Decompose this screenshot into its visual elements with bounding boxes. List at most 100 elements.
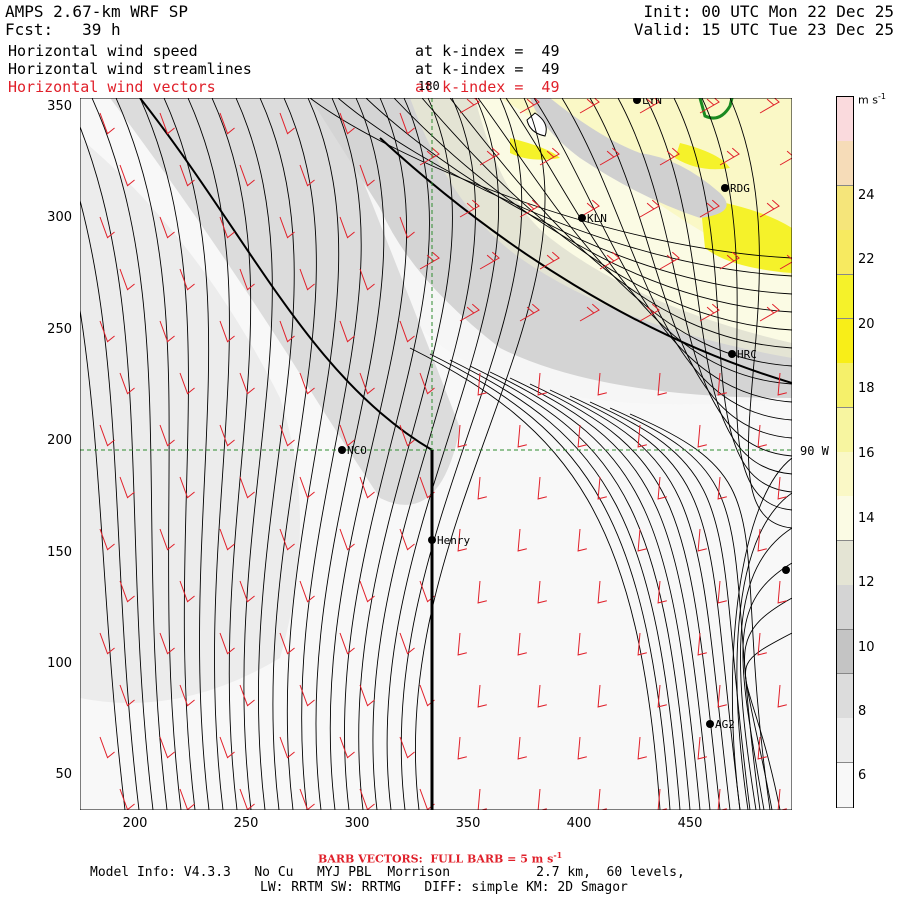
wind-barb: [119, 476, 135, 499]
wind-barb: [219, 424, 235, 447]
streamline: [163, 98, 210, 810]
wind-barb: [537, 580, 547, 604]
streamline: [469, 365, 691, 810]
wind-barb: [159, 424, 175, 447]
wind-barb: [159, 528, 175, 551]
station-label: HRC: [737, 348, 757, 361]
wind-barb: [717, 372, 727, 396]
colorbar-segment: [837, 718, 853, 764]
wind-barb: [537, 476, 547, 500]
streamline: [561, 98, 792, 421]
wind-barb: [119, 268, 135, 291]
streamline: [673, 98, 792, 493]
wind-barb: [757, 632, 767, 656]
streamline: [115, 98, 182, 810]
streamline: [489, 371, 701, 810]
colorbar-segment: [837, 407, 853, 453]
streamline: [421, 98, 792, 331]
station-marker: [721, 184, 729, 192]
wind-barb: [697, 736, 707, 760]
y-tick-350: 350: [47, 99, 72, 114]
physics-info: LW: RRTM SW: RRTMG DIFF: simple KM: 2D S…: [260, 880, 628, 895]
wind-barb: [757, 528, 767, 552]
wind-barb: [777, 476, 787, 500]
speed-shade-20b: [675, 143, 730, 170]
x-tick-200: 200: [122, 816, 148, 831]
colorbar-segment: [837, 629, 853, 675]
station-label: Henry: [437, 534, 470, 547]
wind-barb: [479, 147, 500, 166]
wind-barb: [279, 736, 295, 759]
wind-barb: [719, 251, 740, 270]
wind-barb: [339, 112, 355, 135]
streamline: [329, 98, 408, 810]
field-level-vectors: at k-index = 49: [415, 78, 560, 96]
streamline: [745, 632, 792, 810]
wind-barb: [339, 632, 355, 655]
wind-barb: [757, 736, 767, 760]
wind-barb: [637, 528, 647, 552]
wind-barb: [119, 164, 135, 187]
wind-barb: [597, 580, 607, 604]
wind-barb: [517, 424, 527, 448]
wind-barb: [777, 684, 787, 708]
wind-barb: [279, 112, 295, 135]
wind-barb: [119, 372, 135, 395]
wind-barb: [279, 216, 295, 239]
streamline: [257, 98, 295, 810]
speed-shade-8: [110, 98, 460, 505]
wind-barb: [759, 303, 780, 322]
wind-barb: [119, 580, 135, 603]
wind-barb: [399, 632, 415, 655]
speed-shade-6: [80, 138, 300, 703]
streamline: [80, 125, 154, 810]
colorbar-label-24: 24: [858, 188, 875, 203]
station-label: NCO: [347, 444, 367, 457]
wind-barb: [457, 528, 467, 552]
wind-barb: [399, 112, 415, 135]
wind-barb: [699, 303, 720, 322]
wind-barb: [179, 684, 195, 707]
wind-barb: [359, 684, 375, 707]
streamline: [315, 98, 385, 810]
wind-barb: [299, 164, 315, 187]
speed-shade-20: [700, 198, 792, 273]
colorbar-segment: [837, 230, 853, 275]
wind-barb: [179, 164, 195, 187]
wind-barb: [239, 372, 255, 395]
wind-barb: [239, 268, 255, 291]
y-tick-300: 300: [47, 210, 72, 225]
wind-barb: [279, 632, 295, 655]
streamline: [80, 199, 140, 810]
colorbar-segment: [837, 585, 853, 630]
colorbar-segment: [837, 762, 853, 808]
wind-barb: [657, 684, 667, 708]
wind-barb: [419, 251, 440, 270]
wind-barb: [697, 424, 707, 448]
colorbar-segment: [837, 141, 853, 187]
wind-barb: [539, 147, 560, 166]
wind-barb: [517, 528, 527, 552]
streamline: [742, 562, 792, 810]
colorbar-label-14: 14: [858, 511, 875, 526]
colorbar-segment: [837, 540, 853, 586]
streamline: [449, 98, 792, 349]
wind-barb: [537, 684, 547, 708]
wind-barb: [597, 684, 607, 708]
wind-barb: [657, 372, 667, 396]
wind-barb: [179, 580, 195, 603]
colorbar-units: m s-1: [858, 92, 886, 107]
wind-barb: [219, 736, 235, 759]
streamline: [272, 98, 317, 810]
wind-barb: [459, 303, 480, 322]
wind-barb: [219, 528, 235, 551]
wind-barb: [457, 632, 467, 656]
field-level-speed: at k-index = 49: [415, 42, 560, 60]
wind-barb: [659, 147, 680, 166]
wind-barb: [477, 684, 487, 708]
streamline: [344, 98, 430, 810]
speed-shade-20c: [510, 138, 560, 160]
wind-barb: [399, 216, 415, 239]
wind-barb: [597, 372, 607, 396]
wind-barb: [239, 580, 255, 603]
